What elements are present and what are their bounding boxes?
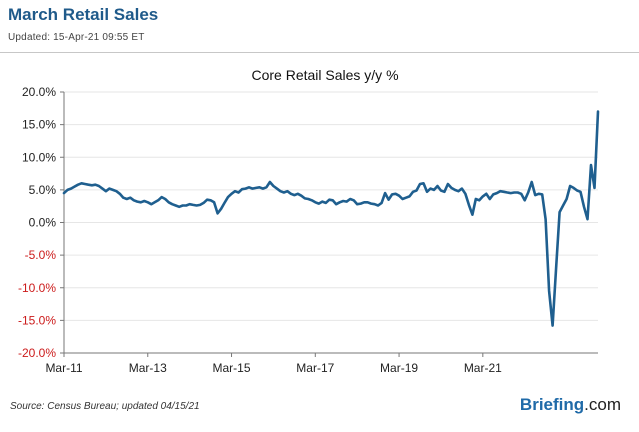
x-tick-label: Mar-21 xyxy=(464,361,502,375)
y-tick-label: -10.0% xyxy=(18,281,56,295)
source-note: Source: Census Bureau; updated 04/15/21 xyxy=(10,401,200,412)
series-line xyxy=(62,110,600,327)
brand-tld: .com xyxy=(584,395,621,414)
x-tick-label: Mar-13 xyxy=(129,361,167,375)
y-axis-labels: 20.0% 15.0% 10.0% 5.0% 0.0% -5.0% -10.0% -15.0%… xyxy=(18,85,56,360)
page-title: March Retail Sales xyxy=(8,5,159,24)
y-tick-label: 15.0% xyxy=(22,118,56,132)
series-layer xyxy=(62,110,600,327)
x-tick-label: Mar-17 xyxy=(296,361,334,375)
chart-title: Core Retail Sales y/y % xyxy=(251,67,398,83)
y-tick-label: -20.0% xyxy=(18,346,56,360)
y-tick-label: -5.0% xyxy=(25,248,57,262)
y-tick-label: 20.0% xyxy=(22,85,56,99)
x-axis-labels: Mar-11 Mar-13 Mar-15 Mar-17 Mar-19 Mar-21 xyxy=(45,361,502,375)
grid xyxy=(64,91,598,354)
brand-name: Briefing xyxy=(519,395,585,414)
axes xyxy=(60,91,598,357)
y-tick-label: -15.0% xyxy=(18,313,56,327)
x-tick-label: Mar-11 xyxy=(45,361,82,375)
x-tick-label: Mar-15 xyxy=(213,361,251,375)
y-tick-label: 10.0% xyxy=(22,150,56,164)
header-divider xyxy=(0,52,639,53)
y-tick-label: 0.0% xyxy=(29,216,57,230)
x-tick-label: Mar-19 xyxy=(380,361,418,375)
updated-timestamp: Updated: 15-Apr-21 09:55 ET xyxy=(8,32,145,43)
y-tick-label: 5.0% xyxy=(29,183,57,197)
brand-logo: Briefing.com xyxy=(520,395,621,415)
